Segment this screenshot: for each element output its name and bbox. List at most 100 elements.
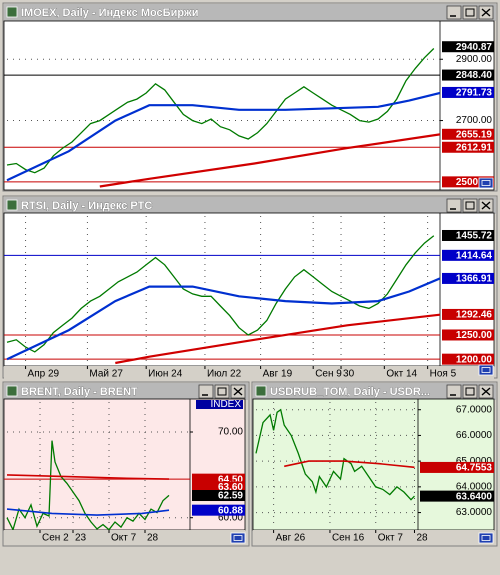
x-axis-strip <box>4 530 245 545</box>
button-glyph <box>481 8 491 17</box>
button-glyph <box>481 387 491 396</box>
y-tick-label: 2900.00 <box>456 54 493 65</box>
level-tag-label: 2848.40 <box>456 70 493 81</box>
button-glyph <box>233 387 243 396</box>
chart-panel: BRENT, Daily - BRENT Сен 2 23 Окт 7 28 70.00 6… <box>2 381 250 547</box>
panel-tool-button[interactable] <box>478 177 494 189</box>
button-glyph <box>465 8 475 17</box>
panel-tool-button[interactable] <box>478 532 494 544</box>
level-tag <box>192 504 245 516</box>
window-max-button[interactable] <box>214 384 230 399</box>
chart-title: RTSI, Daily - Индекс РТС <box>21 200 152 212</box>
level-tag-label: 63.6400 <box>456 491 493 502</box>
x-tick-label: 30 <box>343 369 355 380</box>
price-line <box>6 277 440 361</box>
x-tick-label: Сен 16 <box>332 533 365 544</box>
level-tag-label: 63.60 <box>218 482 243 493</box>
level-tag <box>442 272 494 284</box>
chart-title: IMOEX, Daily - Индекс МосБиржи <box>21 7 198 19</box>
button-glyph <box>481 367 491 373</box>
chart-panel: IMOEX, Daily - Индекс МосБиржи 2900.00 270… <box>2 2 498 192</box>
x-tick-label: Окт 7 <box>378 533 404 544</box>
level-tag <box>420 461 494 473</box>
button-glyph <box>465 201 475 210</box>
level-tag-label: 64.7553 <box>456 463 493 474</box>
x-tick-label: Ноя 5 <box>430 369 457 380</box>
level-tag <box>442 141 494 153</box>
level-tag <box>192 481 245 493</box>
x-tick-label: Сен 2 <box>42 533 69 544</box>
y-tick-label: 2700.00 <box>456 115 493 126</box>
level-tag-label: 1366.91 <box>456 274 493 285</box>
price-line <box>6 91 440 182</box>
chart-icon <box>6 385 18 397</box>
title-bar <box>4 383 248 400</box>
window-min-button[interactable] <box>446 5 462 20</box>
chart-title: USDRUB_TOM, Daily - USDR... <box>270 386 430 398</box>
level-tag <box>192 490 245 502</box>
level-tag-label: 64.50 <box>218 474 243 485</box>
window-max-button[interactable] <box>462 198 478 213</box>
level-tag-label: 60.88 <box>218 505 243 516</box>
level-tag <box>442 128 494 140</box>
y-tick-label: 63.0000 <box>456 507 493 518</box>
price-line <box>6 48 435 174</box>
level-tag-label: 2791.73 <box>456 88 493 99</box>
price-line <box>6 508 170 516</box>
level-tag-label: 1250.00 <box>456 330 493 341</box>
x-tick-label: Окт 14 <box>386 369 417 380</box>
plot-area <box>3 20 495 191</box>
x-tick-label: 28 <box>147 533 159 544</box>
button-glyph <box>481 201 491 210</box>
y-tick-label: 65.0000 <box>456 456 493 467</box>
window-max-button[interactable] <box>462 5 478 20</box>
panel-tool-button[interactable] <box>478 364 494 376</box>
x-tick-label: Май 27 <box>89 369 123 380</box>
chart-icon <box>6 6 18 18</box>
index-tag <box>196 400 243 409</box>
x-tick-label: Апр 29 <box>28 369 60 380</box>
button-glyph <box>465 387 475 396</box>
index-label: INDEX <box>210 399 241 410</box>
title-bar <box>253 383 496 400</box>
price-line <box>255 408 415 501</box>
price-line <box>6 235 435 353</box>
x-tick-label: Окт 7 <box>111 533 137 544</box>
level-tag-label: 1200.00 <box>456 354 493 365</box>
level-tag-label: 2940.87 <box>456 42 493 53</box>
x-tick-label: 23 <box>75 533 87 544</box>
level-tag <box>442 308 494 320</box>
chart-title: BRENT, Daily - BRENT <box>21 386 138 398</box>
level-tag <box>442 86 494 98</box>
price-line <box>6 474 170 480</box>
window-max-button[interactable] <box>462 384 478 399</box>
title-bar <box>4 4 496 21</box>
chart-panel: USDRUB_TOM, Daily - USDR... Авг 26 Сен 16 О… <box>251 381 498 547</box>
price-line <box>6 440 170 530</box>
title-bar <box>4 197 496 214</box>
level-tag-label: 2612.91 <box>456 142 493 153</box>
price-line <box>284 460 415 469</box>
x-axis-strip <box>4 366 494 381</box>
panel-tool-button[interactable] <box>230 532 246 544</box>
x-tick-label: Авг 19 <box>263 369 293 380</box>
button-glyph <box>233 535 243 541</box>
x-tick-label: Июн 24 <box>148 369 183 380</box>
level-tag <box>442 176 494 188</box>
button-glyph <box>481 535 491 541</box>
window-min-button[interactable] <box>198 384 214 399</box>
button-glyph <box>217 387 227 396</box>
level-tag <box>442 353 494 365</box>
price-line <box>115 313 440 365</box>
price-line <box>99 133 440 188</box>
button-glyph <box>481 180 491 186</box>
level-tag <box>442 69 494 81</box>
y-tick-label: 64.0000 <box>456 481 493 492</box>
chart-panel: RTSI, Daily - Индекс РТС Апр 29 Май 27 Июн … <box>2 195 498 381</box>
y-tick-label: 70.00 <box>218 427 243 438</box>
window-min-button[interactable] <box>446 384 462 399</box>
x-tick-label: Авг 26 <box>276 533 306 544</box>
level-tag-label: 2500.00 <box>456 177 493 188</box>
window-min-button[interactable] <box>446 198 462 213</box>
